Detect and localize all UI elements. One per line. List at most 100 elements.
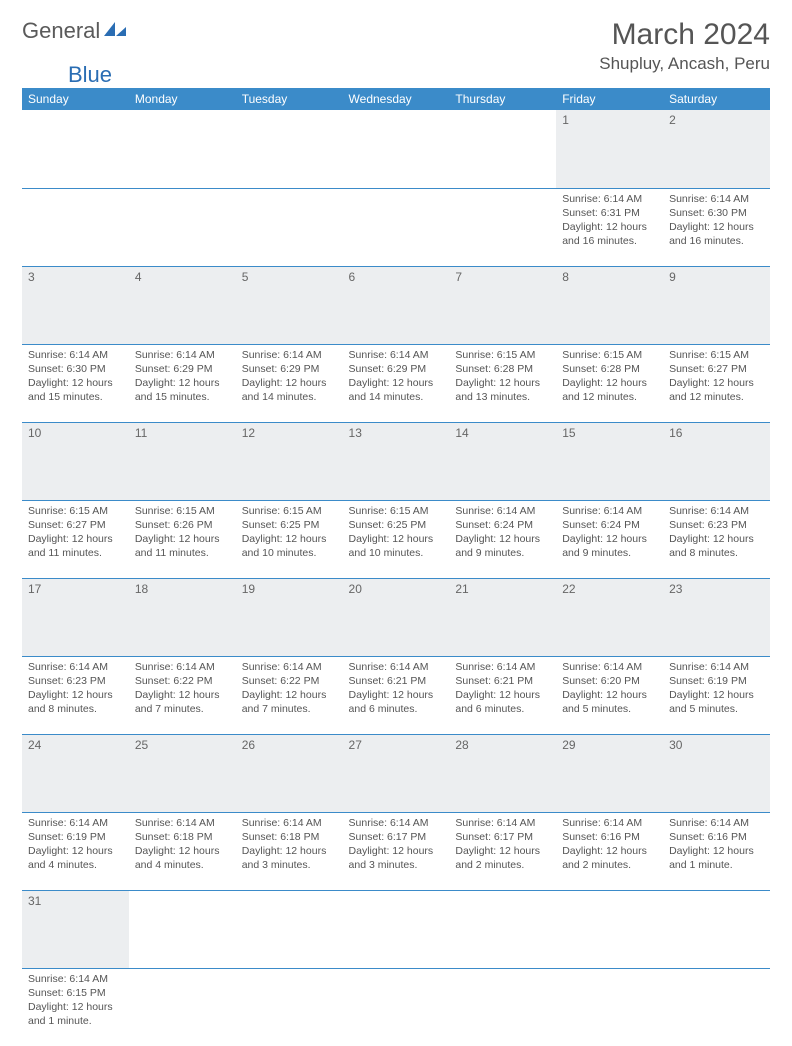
day-cell: Sunrise: 6:14 AMSunset: 6:29 PMDaylight:… [343, 344, 450, 422]
day-info: Sunrise: 6:14 AMSunset: 6:22 PMDaylight:… [135, 660, 230, 717]
daynum-cell [556, 890, 663, 968]
day-cell: Sunrise: 6:15 AMSunset: 6:28 PMDaylight:… [449, 344, 556, 422]
day-info: Sunrise: 6:14 AMSunset: 6:19 PMDaylight:… [28, 816, 123, 873]
day-cell: Sunrise: 6:14 AMSunset: 6:22 PMDaylight:… [236, 656, 343, 734]
day-number: 11 [135, 426, 230, 440]
day-number: 20 [349, 582, 444, 596]
day-cell: Sunrise: 6:14 AMSunset: 6:16 PMDaylight:… [663, 812, 770, 890]
daynum-cell [129, 890, 236, 968]
day-info: Sunrise: 6:14 AMSunset: 6:23 PMDaylight:… [28, 660, 123, 717]
day-cell: Sunrise: 6:14 AMSunset: 6:17 PMDaylight:… [343, 812, 450, 890]
day-cell [556, 968, 663, 1046]
day-number: 5 [242, 270, 337, 284]
day-header-row: Sunday Monday Tuesday Wednesday Thursday… [22, 88, 770, 110]
day-cell [129, 188, 236, 266]
daynum-row: 17181920212223 [22, 578, 770, 656]
day-cell: Sunrise: 6:14 AMSunset: 6:31 PMDaylight:… [556, 188, 663, 266]
day-cell: Sunrise: 6:15 AMSunset: 6:27 PMDaylight:… [663, 344, 770, 422]
day-number: 31 [28, 894, 123, 908]
day-cell: Sunrise: 6:14 AMSunset: 6:24 PMDaylight:… [556, 500, 663, 578]
day-cell [129, 968, 236, 1046]
daynum-row: 3456789 [22, 266, 770, 344]
day-info: Sunrise: 6:14 AMSunset: 6:24 PMDaylight:… [562, 504, 657, 561]
daynum-cell: 11 [129, 422, 236, 500]
day-info: Sunrise: 6:14 AMSunset: 6:21 PMDaylight:… [349, 660, 444, 717]
week-row: Sunrise: 6:14 AMSunset: 6:31 PMDaylight:… [22, 188, 770, 266]
day-info: Sunrise: 6:14 AMSunset: 6:31 PMDaylight:… [562, 192, 657, 249]
day-info: Sunrise: 6:15 AMSunset: 6:25 PMDaylight:… [242, 504, 337, 561]
daynum-cell: 21 [449, 578, 556, 656]
daynum-cell [22, 110, 129, 188]
day-header: Wednesday [343, 88, 450, 110]
day-cell: Sunrise: 6:14 AMSunset: 6:20 PMDaylight:… [556, 656, 663, 734]
day-info: Sunrise: 6:14 AMSunset: 6:17 PMDaylight:… [349, 816, 444, 873]
daynum-cell: 6 [343, 266, 450, 344]
daynum-cell [343, 110, 450, 188]
day-header: Sunday [22, 88, 129, 110]
daynum-cell: 17 [22, 578, 129, 656]
sail-icon [104, 22, 126, 41]
day-number: 17 [28, 582, 123, 596]
daynum-cell: 22 [556, 578, 663, 656]
day-info: Sunrise: 6:14 AMSunset: 6:22 PMDaylight:… [242, 660, 337, 717]
daynum-cell: 1 [556, 110, 663, 188]
day-cell [236, 188, 343, 266]
day-header: Saturday [663, 88, 770, 110]
day-cell: Sunrise: 6:14 AMSunset: 6:15 PMDaylight:… [22, 968, 129, 1046]
day-number: 16 [669, 426, 764, 440]
daynum-cell: 2 [663, 110, 770, 188]
day-info: Sunrise: 6:14 AMSunset: 6:15 PMDaylight:… [28, 972, 123, 1029]
daynum-cell: 16 [663, 422, 770, 500]
day-info: Sunrise: 6:15 AMSunset: 6:28 PMDaylight:… [562, 348, 657, 405]
day-info: Sunrise: 6:15 AMSunset: 6:26 PMDaylight:… [135, 504, 230, 561]
day-info: Sunrise: 6:14 AMSunset: 6:18 PMDaylight:… [242, 816, 337, 873]
day-cell: Sunrise: 6:14 AMSunset: 6:17 PMDaylight:… [449, 812, 556, 890]
location: Shupluy, Ancash, Peru [599, 54, 770, 74]
day-cell: Sunrise: 6:15 AMSunset: 6:26 PMDaylight:… [129, 500, 236, 578]
day-number: 30 [669, 738, 764, 752]
day-number: 8 [562, 270, 657, 284]
day-number: 24 [28, 738, 123, 752]
day-number: 3 [28, 270, 123, 284]
day-cell [663, 968, 770, 1046]
daynum-cell: 9 [663, 266, 770, 344]
day-info: Sunrise: 6:14 AMSunset: 6:29 PMDaylight:… [135, 348, 230, 405]
day-info: Sunrise: 6:15 AMSunset: 6:27 PMDaylight:… [669, 348, 764, 405]
daynum-cell: 26 [236, 734, 343, 812]
daynum-row: 10 11 12 13 14 15 16 [22, 422, 770, 500]
daynum-cell: 10 [22, 422, 129, 500]
day-number: 10 [28, 426, 123, 440]
day-cell: Sunrise: 6:14 AMSunset: 6:29 PMDaylight:… [129, 344, 236, 422]
week-row: Sunrise: 6:14 AMSunset: 6:30 PMDaylight:… [22, 344, 770, 422]
daynum-cell: 12 [236, 422, 343, 500]
day-info: Sunrise: 6:15 AMSunset: 6:25 PMDaylight:… [349, 504, 444, 561]
day-number: 19 [242, 582, 337, 596]
daynum-cell [343, 890, 450, 968]
day-info: Sunrise: 6:14 AMSunset: 6:16 PMDaylight:… [669, 816, 764, 873]
day-number: 13 [349, 426, 444, 440]
month-title: March 2024 [599, 18, 770, 52]
day-info: Sunrise: 6:14 AMSunset: 6:17 PMDaylight:… [455, 816, 550, 873]
logo-text-1: General [22, 18, 100, 44]
daynum-cell: 31 [22, 890, 129, 968]
week-row: Sunrise: 6:14 AMSunset: 6:19 PMDaylight:… [22, 812, 770, 890]
day-cell [449, 188, 556, 266]
daynum-cell: 29 [556, 734, 663, 812]
day-number: 28 [455, 738, 550, 752]
daynum-row: 12 [22, 110, 770, 188]
daynum-cell: 18 [129, 578, 236, 656]
day-header: Friday [556, 88, 663, 110]
day-number: 21 [455, 582, 550, 596]
day-cell: Sunrise: 6:14 AMSunset: 6:29 PMDaylight:… [236, 344, 343, 422]
title-block: March 2024 Shupluy, Ancash, Peru [599, 18, 770, 74]
day-info: Sunrise: 6:14 AMSunset: 6:30 PMDaylight:… [669, 192, 764, 249]
logo: General [22, 18, 126, 44]
logo-text-2: Blue [68, 62, 112, 88]
day-cell: Sunrise: 6:14 AMSunset: 6:30 PMDaylight:… [663, 188, 770, 266]
daynum-cell: 28 [449, 734, 556, 812]
day-number: 15 [562, 426, 657, 440]
daynum-cell: 8 [556, 266, 663, 344]
day-cell: Sunrise: 6:14 AMSunset: 6:16 PMDaylight:… [556, 812, 663, 890]
daynum-cell: 4 [129, 266, 236, 344]
day-number: 14 [455, 426, 550, 440]
